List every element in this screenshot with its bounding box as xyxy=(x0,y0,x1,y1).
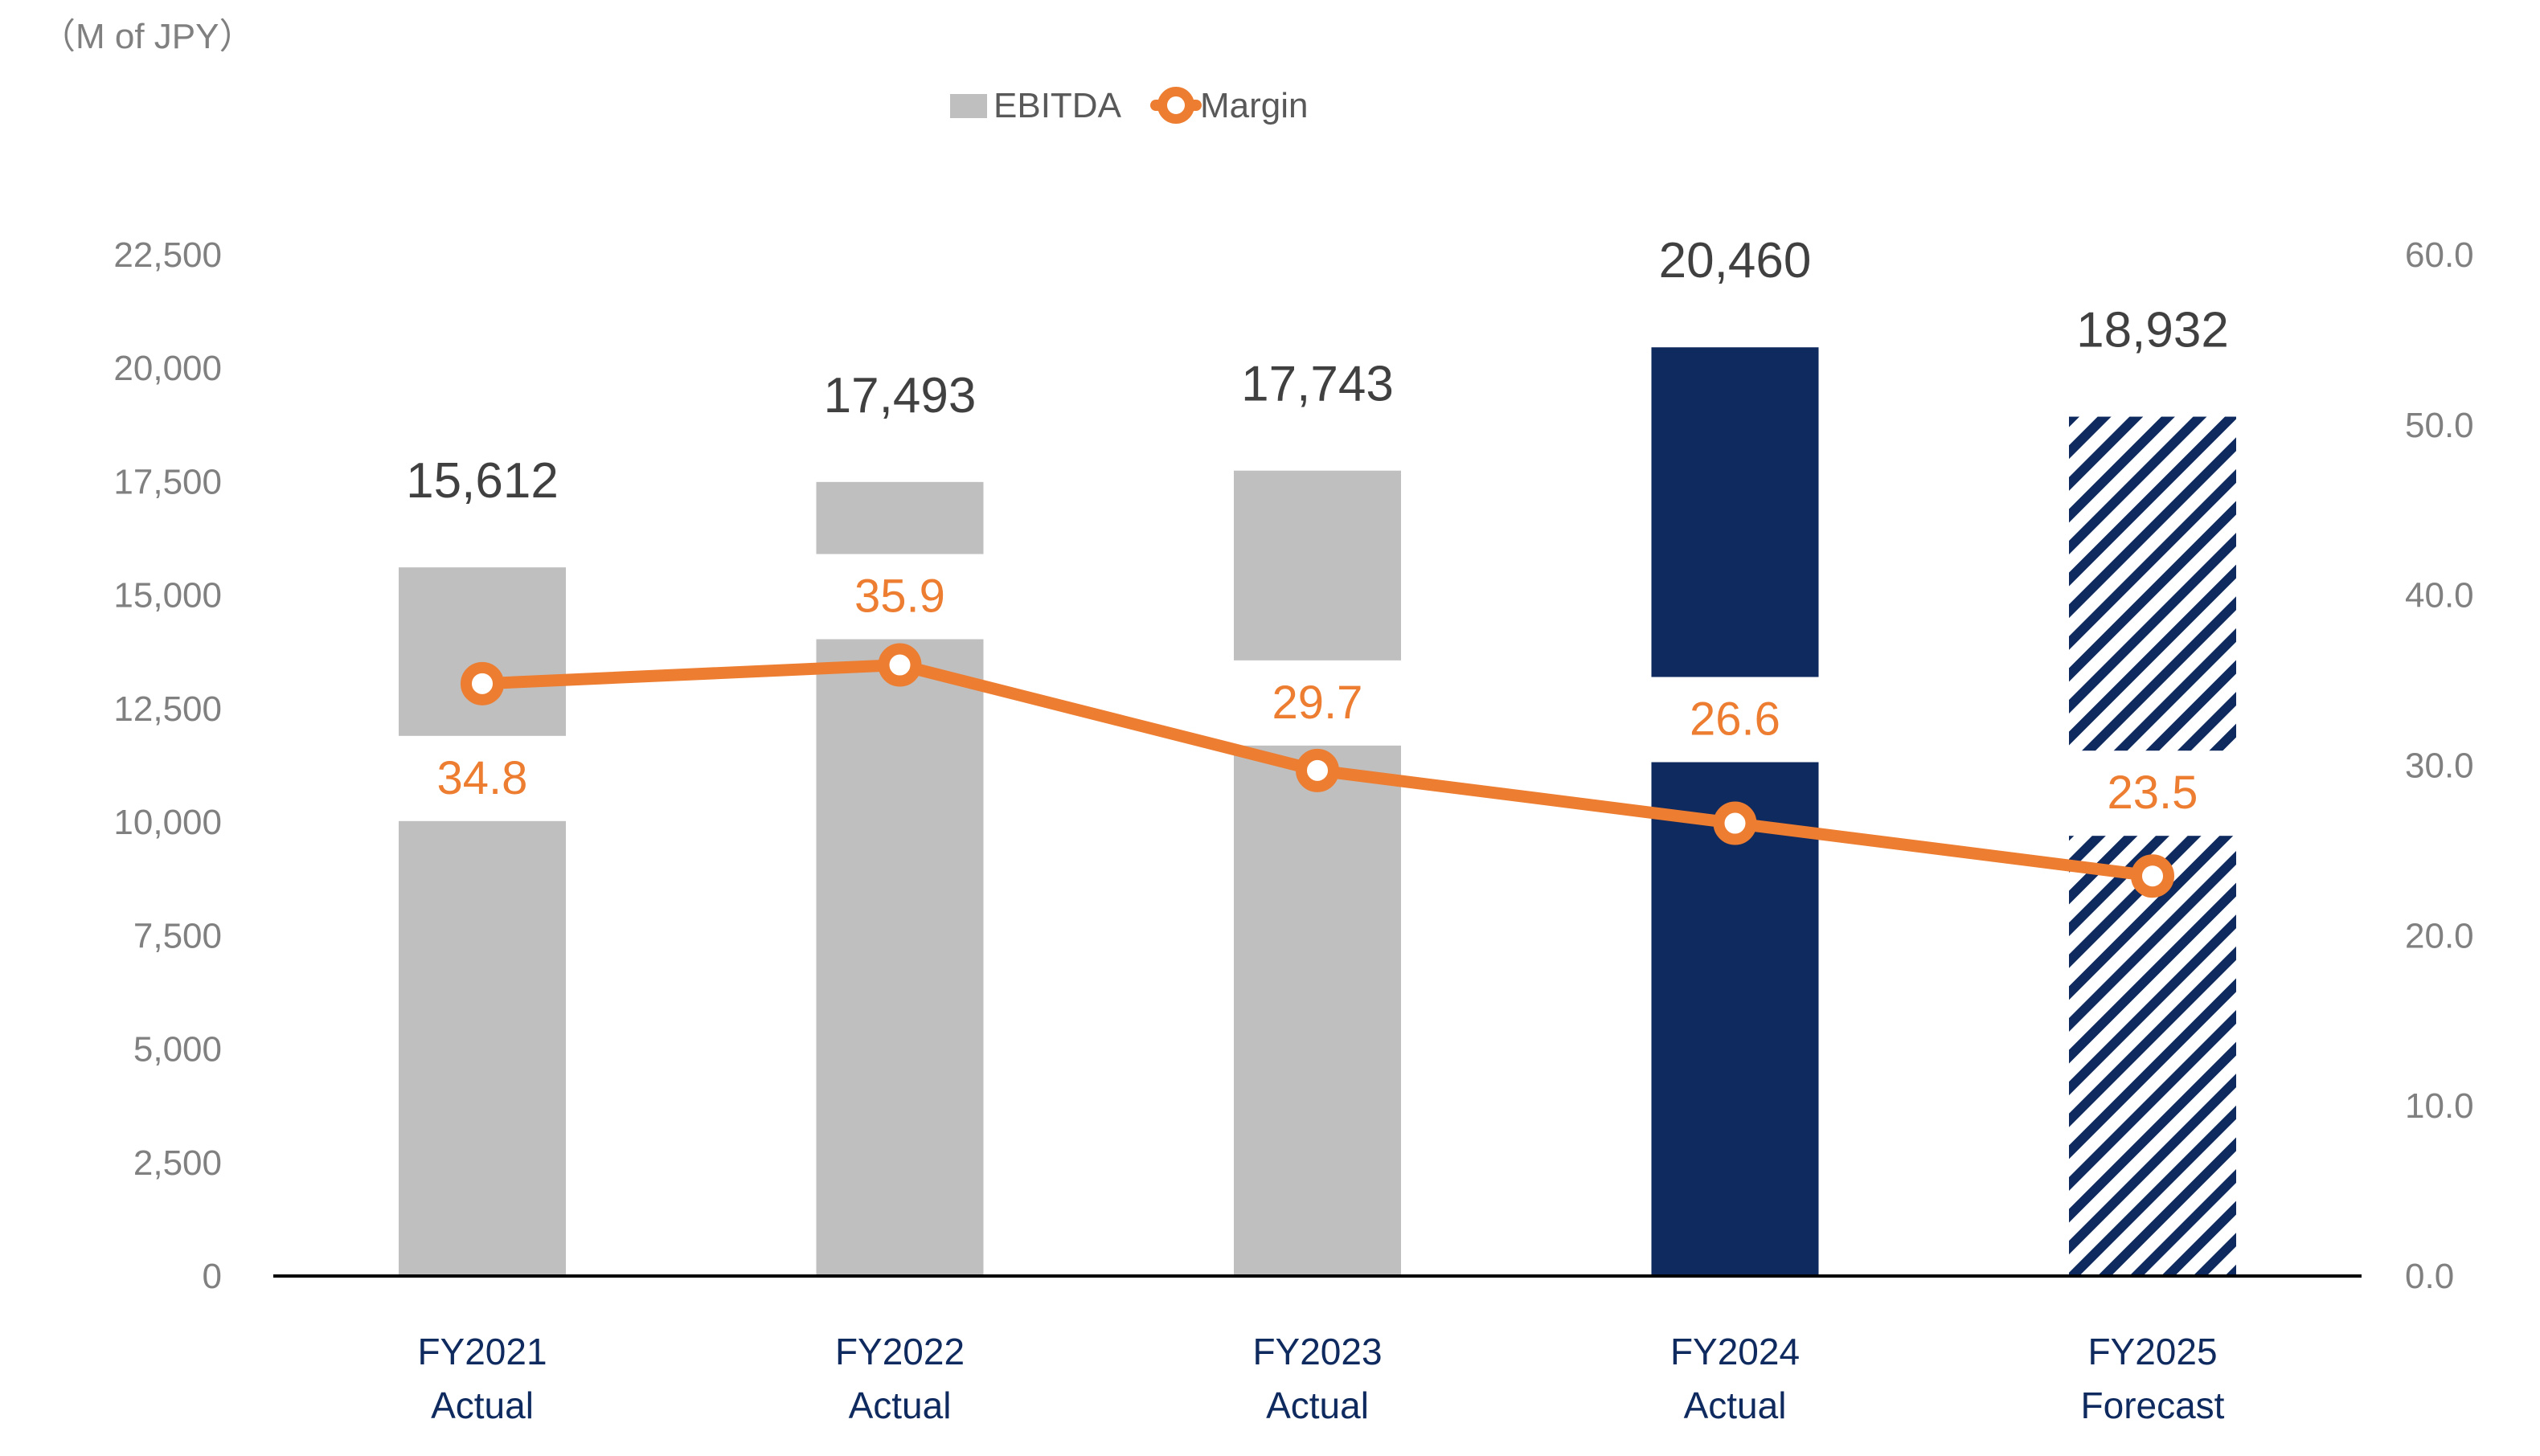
category-label-type: Actual xyxy=(1266,1384,1369,1426)
left-tick-label: 17,500 xyxy=(113,462,222,501)
ebitda-bars xyxy=(399,347,2236,1277)
left-tick-label: 20,000 xyxy=(113,349,222,388)
category-label-year: FY2022 xyxy=(835,1331,965,1372)
margin-marker xyxy=(1296,748,1339,792)
label-gaps xyxy=(398,554,2237,836)
left-tick-label: 7,500 xyxy=(133,916,222,955)
left-tick-label: 15,000 xyxy=(113,576,222,616)
legend-item-ebitda[interactable]: EBITDA xyxy=(950,86,1122,125)
data-labels: 34.8 35.9 29.7 26.6 23.5 15,612 17,493 17,743 20… xyxy=(406,233,2229,819)
margin-marker xyxy=(2131,854,2174,898)
ebitda-value-label: 15,612 xyxy=(406,453,559,509)
left-tick-label: 5,000 xyxy=(133,1030,222,1070)
left-tick-label: 22,500 xyxy=(113,235,222,275)
margin-label-gap xyxy=(2068,750,2237,836)
margin-value-label: 35.9 xyxy=(854,571,945,623)
margin-value-label: 34.8 xyxy=(437,752,528,804)
legend-label-ebitda: EBITDA xyxy=(993,86,1122,125)
right-tick-label: 30.0 xyxy=(2405,746,2474,786)
left-tick-label: 0 xyxy=(203,1257,222,1296)
left-tick-label: 12,500 xyxy=(113,689,222,729)
unit-label: （M of JPY） xyxy=(40,17,255,56)
category-label-type: Actual xyxy=(849,1384,952,1426)
ebitda-value-label: 20,460 xyxy=(1659,233,1812,288)
category-label-type: Actual xyxy=(431,1384,534,1426)
category-label-type: Actual xyxy=(1684,1384,1787,1426)
margin-marker xyxy=(1713,801,1757,845)
category-label-year: FY2024 xyxy=(1670,1331,1800,1372)
margin-marker xyxy=(461,661,504,706)
ebitda-bar xyxy=(1234,470,1401,1276)
legend-swatch-ebitda xyxy=(950,94,987,118)
right-tick-label: 50.0 xyxy=(2405,406,2474,445)
category-label-type: Forecast xyxy=(2081,1384,2225,1426)
margin-value-label: 29.7 xyxy=(1272,677,1363,729)
right-tick-label: 0.0 xyxy=(2405,1257,2454,1296)
margin-line xyxy=(461,643,2174,898)
legend-marker-icon xyxy=(1157,87,1194,124)
ebitda-value-label: 17,743 xyxy=(1241,357,1394,412)
category-label-year: FY2021 xyxy=(417,1331,547,1372)
ebitda-bar xyxy=(2069,416,2236,1276)
left-axis: 0 2,500 5,000 7,500 10,000 12,500 15,000 17,500… xyxy=(113,235,222,1296)
category-label-year: FY2025 xyxy=(2087,1331,2217,1372)
category-label-year: FY2023 xyxy=(1252,1331,1382,1372)
right-tick-label: 10.0 xyxy=(2405,1086,2474,1126)
left-tick-label: 10,000 xyxy=(113,803,222,842)
margin-label-gap xyxy=(815,554,985,640)
ebitda-value-label: 18,932 xyxy=(2076,303,2229,358)
legend: EBITDA Margin xyxy=(950,86,1309,125)
left-tick-label: 2,500 xyxy=(133,1143,222,1183)
legend-label-margin: Margin xyxy=(1200,86,1309,125)
margin-label-gap xyxy=(1233,660,1402,746)
margin-label-gap xyxy=(1650,677,1820,763)
ebitda-value-label: 17,493 xyxy=(824,368,977,423)
margin-label-gap xyxy=(398,735,567,821)
right-axis: 0.0 10.0 20.0 30.0 40.0 50.0 60.0 xyxy=(2405,235,2474,1296)
margin-value-label: 23.5 xyxy=(2108,767,2198,819)
right-tick-label: 20.0 xyxy=(2405,916,2474,955)
right-tick-label: 60.0 xyxy=(2405,235,2474,275)
right-tick-label: 40.0 xyxy=(2405,576,2474,616)
margin-marker xyxy=(878,643,922,687)
x-axis-categories: FY2021 Actual FY2022 Actual FY2023 Actual FY20… xyxy=(417,1331,2224,1426)
legend-item-margin[interactable]: Margin xyxy=(1150,86,1309,125)
margin-value-label: 26.6 xyxy=(1690,693,1780,746)
